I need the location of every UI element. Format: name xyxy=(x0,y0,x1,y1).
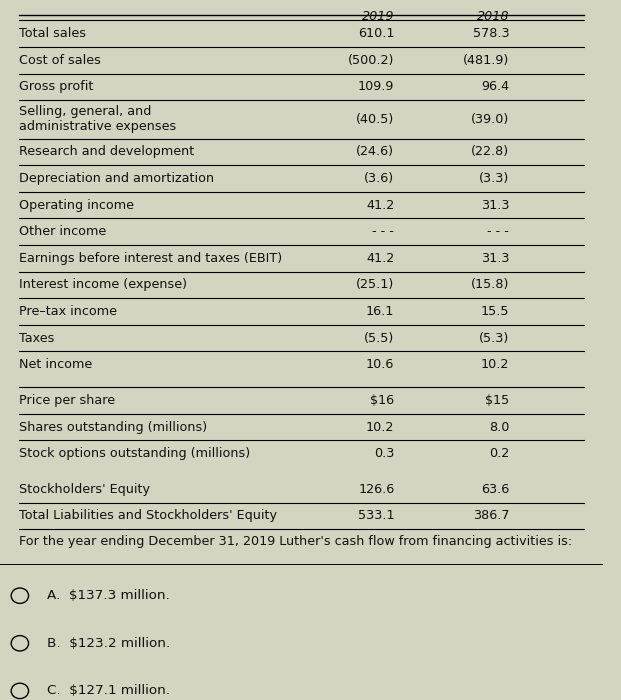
Text: Operating income: Operating income xyxy=(19,199,134,211)
Text: 41.2: 41.2 xyxy=(366,252,394,265)
Text: Taxes: Taxes xyxy=(19,332,54,344)
Text: (3.6): (3.6) xyxy=(364,172,394,185)
Text: 533.1: 533.1 xyxy=(358,510,394,522)
Text: $15: $15 xyxy=(485,394,509,407)
Text: (15.8): (15.8) xyxy=(471,279,509,291)
Text: Stockholders' Equity: Stockholders' Equity xyxy=(19,483,150,496)
Text: 610.1: 610.1 xyxy=(358,27,394,40)
Text: - - -: - - - xyxy=(487,225,509,238)
Text: (25.1): (25.1) xyxy=(356,279,394,291)
Text: 10.2: 10.2 xyxy=(481,358,509,371)
Text: Cost of sales: Cost of sales xyxy=(19,54,101,66)
Text: Selling, general, and
administrative expenses: Selling, general, and administrative exp… xyxy=(19,106,176,133)
Text: 31.3: 31.3 xyxy=(481,199,509,211)
Text: 578.3: 578.3 xyxy=(473,27,509,40)
Text: 109.9: 109.9 xyxy=(358,80,394,93)
Text: (481.9): (481.9) xyxy=(463,54,509,66)
Text: 8.0: 8.0 xyxy=(489,421,509,433)
Text: (24.6): (24.6) xyxy=(356,146,394,158)
Text: 10.6: 10.6 xyxy=(366,358,394,371)
Text: (5.5): (5.5) xyxy=(364,332,394,344)
Text: $16: $16 xyxy=(370,394,394,407)
Text: Stock options outstanding (millions): Stock options outstanding (millions) xyxy=(19,447,250,460)
Text: (500.2): (500.2) xyxy=(348,54,394,66)
Text: Interest income (expense): Interest income (expense) xyxy=(19,279,187,291)
Text: Total Liabilities and Stockholders' Equity: Total Liabilities and Stockholders' Equi… xyxy=(19,510,276,522)
Text: For the year ending December 31, 2019 Luther's cash flow from financing activiti: For the year ending December 31, 2019 Lu… xyxy=(19,535,572,548)
Text: Depreciation and amortization: Depreciation and amortization xyxy=(19,172,214,185)
Text: C.  $127.1 million.: C. $127.1 million. xyxy=(47,685,170,697)
Text: 0.2: 0.2 xyxy=(489,447,509,460)
Text: (22.8): (22.8) xyxy=(471,146,509,158)
Text: B.  $123.2 million.: B. $123.2 million. xyxy=(47,637,170,650)
Text: 16.1: 16.1 xyxy=(366,305,394,318)
Text: 63.6: 63.6 xyxy=(481,483,509,496)
Text: A.  $137.3 million.: A. $137.3 million. xyxy=(47,589,170,602)
Text: (5.3): (5.3) xyxy=(479,332,509,344)
Text: 31.3: 31.3 xyxy=(481,252,509,265)
Text: Pre–tax income: Pre–tax income xyxy=(19,305,117,318)
Text: 2018: 2018 xyxy=(477,10,509,24)
Text: 2019: 2019 xyxy=(362,10,394,24)
Text: 10.2: 10.2 xyxy=(366,421,394,433)
Text: Earnings before interest and taxes (EBIT): Earnings before interest and taxes (EBIT… xyxy=(19,252,282,265)
Text: (39.0): (39.0) xyxy=(471,113,509,126)
Text: (3.3): (3.3) xyxy=(479,172,509,185)
Text: 0.3: 0.3 xyxy=(374,447,394,460)
Text: Total sales: Total sales xyxy=(19,27,86,40)
Text: 96.4: 96.4 xyxy=(481,80,509,93)
Text: 386.7: 386.7 xyxy=(473,510,509,522)
Text: Research and development: Research and development xyxy=(19,146,194,158)
Text: Net income: Net income xyxy=(19,358,92,371)
Text: Other income: Other income xyxy=(19,225,106,238)
Text: 126.6: 126.6 xyxy=(358,483,394,496)
Text: Price per share: Price per share xyxy=(19,394,115,407)
Text: - - -: - - - xyxy=(373,225,394,238)
Text: 41.2: 41.2 xyxy=(366,199,394,211)
Text: 15.5: 15.5 xyxy=(481,305,509,318)
Text: (40.5): (40.5) xyxy=(356,113,394,126)
Text: Gross profit: Gross profit xyxy=(19,80,93,93)
Text: Shares outstanding (millions): Shares outstanding (millions) xyxy=(19,421,207,433)
